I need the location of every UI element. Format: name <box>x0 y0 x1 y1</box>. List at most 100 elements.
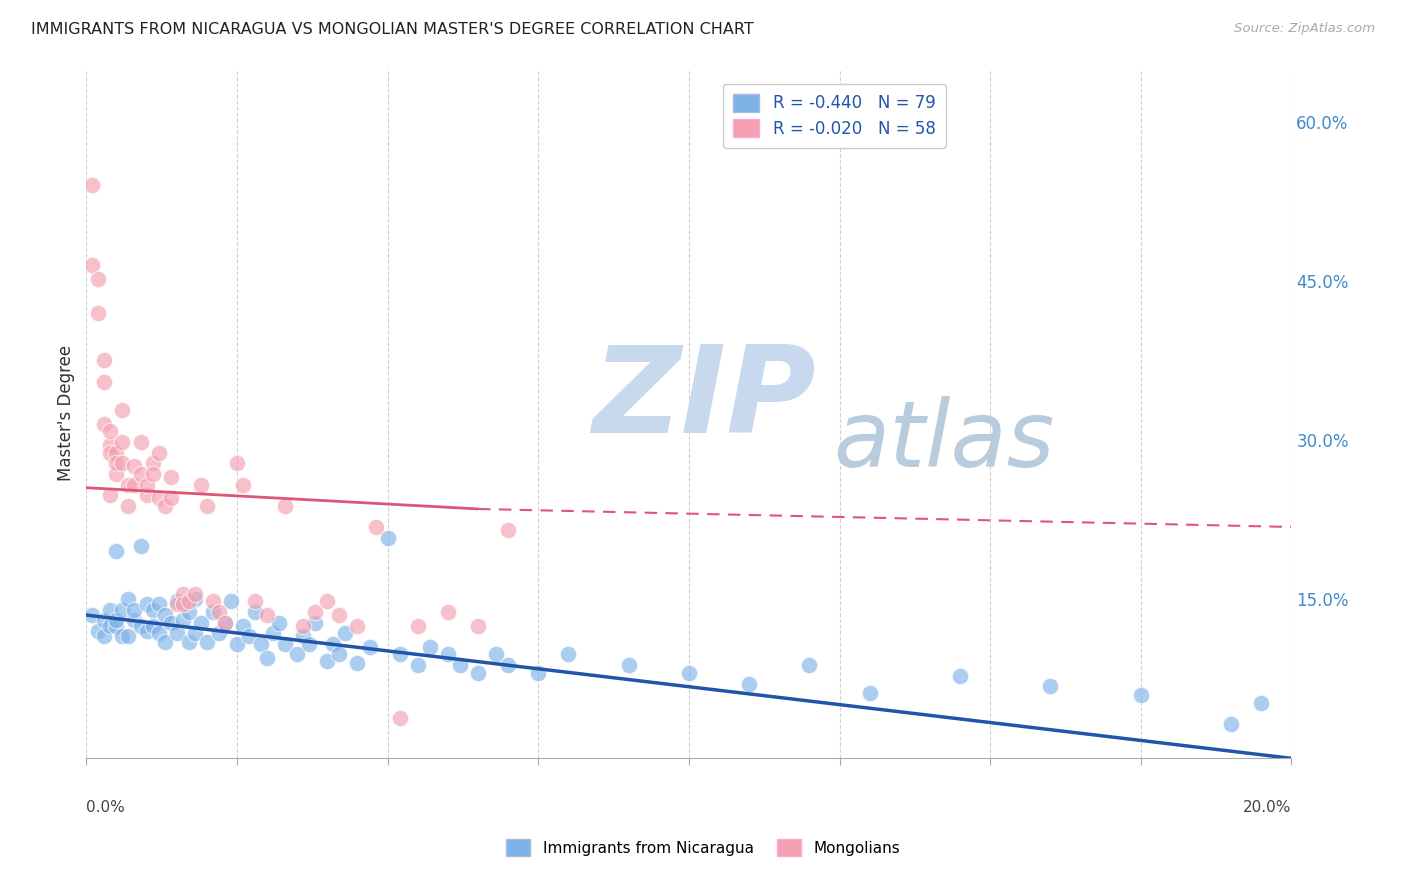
Point <box>738 677 761 691</box>
Point <box>135 598 157 612</box>
Text: ZIP: ZIP <box>592 341 817 458</box>
Point <box>172 598 194 612</box>
Point <box>87 305 110 319</box>
Legend: R = -0.440   N = 79, R = -0.020   N = 58: R = -0.440 N = 79, R = -0.020 N = 58 <box>723 84 946 148</box>
Point <box>100 618 122 632</box>
Point <box>93 375 115 389</box>
Point <box>208 626 231 640</box>
Point <box>105 618 128 632</box>
Point <box>87 624 110 638</box>
Point <box>105 467 128 481</box>
Point <box>93 629 115 643</box>
Point <box>159 615 181 630</box>
Point <box>1039 679 1062 693</box>
Point <box>100 438 122 452</box>
Point <box>100 603 122 617</box>
Text: 20.0%: 20.0% <box>1243 800 1292 814</box>
Point <box>201 605 224 619</box>
Point <box>93 613 115 627</box>
Point <box>496 657 519 672</box>
Point <box>124 613 146 627</box>
Point <box>105 456 128 470</box>
Point <box>617 657 640 672</box>
Point <box>449 657 471 672</box>
Point <box>226 456 249 470</box>
Text: IMMIGRANTS FROM NICARAGUA VS MONGOLIAN MASTER'S DEGREE CORRELATION CHART: IMMIGRANTS FROM NICARAGUA VS MONGOLIAN M… <box>31 22 754 37</box>
Point <box>184 587 207 601</box>
Point <box>208 605 231 619</box>
Point <box>172 613 194 627</box>
Point <box>184 626 207 640</box>
Point <box>142 456 165 470</box>
Point <box>316 654 339 668</box>
Point <box>262 626 284 640</box>
Point <box>166 626 188 640</box>
Point <box>678 666 700 681</box>
Point <box>105 613 128 627</box>
Point <box>93 417 115 431</box>
Point <box>377 531 399 545</box>
Point <box>256 608 278 623</box>
Point <box>406 657 429 672</box>
Point <box>304 615 326 630</box>
Point <box>148 446 170 460</box>
Point <box>226 637 249 651</box>
Point <box>129 435 152 450</box>
Point <box>184 592 207 607</box>
Point <box>111 456 134 470</box>
Point <box>100 488 122 502</box>
Point <box>232 618 254 632</box>
Point <box>148 598 170 612</box>
Point <box>292 618 315 632</box>
Point <box>135 488 157 502</box>
Point <box>177 594 200 608</box>
Point <box>298 637 321 651</box>
Point <box>859 685 882 699</box>
Point <box>437 605 460 619</box>
Point <box>172 587 194 601</box>
Point <box>467 666 489 681</box>
Point <box>1129 688 1152 702</box>
Legend: Immigrants from Nicaragua, Mongolians: Immigrants from Nicaragua, Mongolians <box>501 833 905 862</box>
Point <box>148 626 170 640</box>
Point <box>153 634 176 648</box>
Point <box>250 637 273 651</box>
Point <box>105 544 128 558</box>
Point <box>190 477 212 491</box>
Point <box>195 499 218 513</box>
Point <box>142 618 165 632</box>
Point <box>557 648 579 662</box>
Point <box>100 425 122 439</box>
Point <box>419 640 441 654</box>
Point <box>1220 717 1243 731</box>
Point <box>359 640 381 654</box>
Point <box>467 618 489 632</box>
Point <box>87 271 110 285</box>
Point <box>274 637 297 651</box>
Point <box>274 499 297 513</box>
Point <box>388 711 411 725</box>
Point <box>153 608 176 623</box>
Point <box>496 523 519 537</box>
Point <box>285 648 308 662</box>
Point <box>328 608 350 623</box>
Point <box>214 615 236 630</box>
Point <box>111 435 134 450</box>
Point <box>406 618 429 632</box>
Point <box>485 648 508 662</box>
Point <box>135 477 157 491</box>
Point <box>219 594 242 608</box>
Point <box>799 657 821 672</box>
Point <box>256 650 278 665</box>
Point <box>316 594 339 608</box>
Point <box>142 467 165 481</box>
Point <box>129 618 152 632</box>
Point <box>190 615 212 630</box>
Point <box>148 491 170 506</box>
Point <box>527 666 550 681</box>
Point <box>322 637 344 651</box>
Point <box>292 629 315 643</box>
Point <box>124 459 146 474</box>
Point <box>93 353 115 368</box>
Point <box>364 520 387 534</box>
